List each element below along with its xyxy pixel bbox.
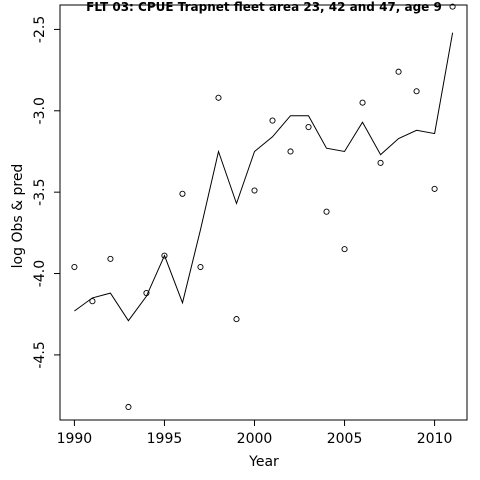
data-point	[71, 263, 78, 271]
data-point	[305, 124, 312, 131]
data-point	[377, 159, 384, 166]
y-tick-label: -4.0	[32, 260, 48, 287]
x-tick-label: 1995	[147, 431, 183, 447]
y-tick-label: -3.0	[32, 97, 48, 124]
data-point	[287, 148, 294, 155]
x-tick-label: 2005	[327, 431, 363, 447]
series-line-predicted	[74, 32, 454, 322]
data-point	[269, 117, 276, 124]
data-point	[143, 290, 150, 297]
series-points-observed	[71, 3, 456, 411]
data-point	[323, 208, 330, 215]
x-tick-label: 2000	[237, 431, 273, 447]
y-axis: -4.5 -4.0 -3.5 -3.0 -2.5	[32, 16, 60, 369]
data-point	[89, 298, 96, 305]
x-tick-label: 2010	[417, 431, 453, 447]
data-point	[161, 252, 168, 259]
x-tick-label: 1990	[57, 431, 93, 447]
x-axis: 1990 1995 2000 2005 2010	[57, 420, 453, 447]
x-axis-label: Year	[248, 454, 279, 470]
data-point	[215, 94, 222, 101]
data-point	[233, 316, 240, 323]
data-point	[413, 88, 420, 95]
chart-title: FLT 03: CPUE Trapnet fleet area 23, 42 a…	[86, 0, 442, 14]
y-tick-label: -4.5	[32, 341, 48, 368]
data-point	[359, 99, 366, 106]
data-point	[179, 190, 186, 197]
data-point	[395, 68, 402, 75]
data-point	[107, 255, 114, 262]
data-point	[431, 185, 438, 192]
plot-frame	[59, 4, 468, 421]
y-axis-label: log Obs & pred	[10, 164, 26, 269]
data-point	[341, 246, 348, 253]
y-tick-label: -2.5	[32, 16, 48, 43]
data-point	[449, 3, 456, 10]
y-tick-label: -3.5	[32, 178, 48, 205]
data-point	[197, 263, 204, 271]
data-point	[251, 187, 258, 194]
data-point	[125, 403, 132, 411]
